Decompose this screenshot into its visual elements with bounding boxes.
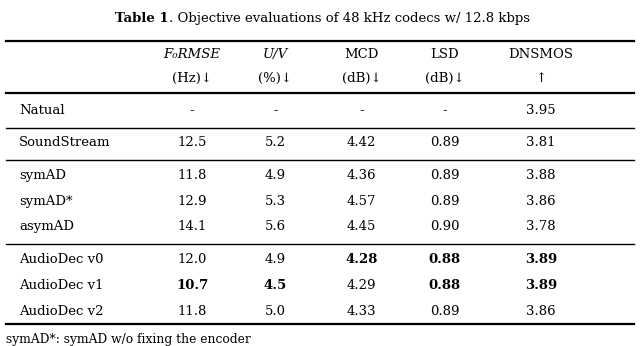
- Text: 12.9: 12.9: [177, 194, 207, 208]
- Text: AudioDec v0: AudioDec v0: [19, 253, 104, 266]
- Text: SoundStream: SoundStream: [19, 136, 111, 149]
- Text: 3.86: 3.86: [526, 304, 556, 318]
- Text: 4.45: 4.45: [347, 220, 376, 234]
- Text: ↑: ↑: [535, 72, 547, 85]
- Text: 3.89: 3.89: [525, 253, 557, 266]
- Text: (dB)↓: (dB)↓: [425, 72, 465, 85]
- Text: 4.9: 4.9: [264, 169, 286, 182]
- Text: 5.6: 5.6: [264, 220, 286, 234]
- Text: AudioDec v1: AudioDec v1: [19, 279, 104, 292]
- Text: 5.3: 5.3: [264, 194, 286, 208]
- Text: 3.86: 3.86: [526, 194, 556, 208]
- Text: (%)↓: (%)↓: [258, 72, 292, 85]
- Text: 14.1: 14.1: [177, 220, 207, 234]
- Text: -: -: [273, 104, 278, 117]
- Text: 11.8: 11.8: [177, 304, 207, 318]
- Text: Table 1: Table 1: [115, 12, 169, 25]
- Text: 0.88: 0.88: [429, 279, 461, 292]
- Text: 3.78: 3.78: [526, 220, 556, 234]
- Text: 4.36: 4.36: [347, 169, 376, 182]
- Text: 12.5: 12.5: [177, 136, 207, 149]
- Text: 4.9: 4.9: [264, 253, 286, 266]
- Text: Natual: Natual: [19, 104, 65, 117]
- Text: (Hz)↓: (Hz)↓: [172, 72, 212, 85]
- Text: MCD: MCD: [344, 48, 379, 62]
- Text: 11.8: 11.8: [177, 169, 207, 182]
- Text: 4.57: 4.57: [347, 194, 376, 208]
- Text: 0.89: 0.89: [430, 169, 460, 182]
- Text: . Objective evaluations of 48 kHz codecs w/ 12.8 kbps: . Objective evaluations of 48 kHz codecs…: [169, 12, 530, 25]
- Text: U/V: U/V: [262, 48, 288, 62]
- Text: -: -: [359, 104, 364, 117]
- Text: 4.5: 4.5: [264, 279, 287, 292]
- Text: LSD: LSD: [431, 48, 459, 62]
- Text: 3.88: 3.88: [526, 169, 556, 182]
- Text: 12.0: 12.0: [177, 253, 207, 266]
- Text: symAD: symAD: [19, 169, 66, 182]
- Text: 3.95: 3.95: [526, 104, 556, 117]
- Text: 4.29: 4.29: [347, 279, 376, 292]
- Text: asymAD: asymAD: [19, 220, 74, 234]
- Text: 0.89: 0.89: [430, 304, 460, 318]
- Text: 3.89: 3.89: [525, 279, 557, 292]
- Text: symAD*: symAD*: [19, 194, 73, 208]
- Text: 3.81: 3.81: [526, 136, 556, 149]
- Text: 4.28: 4.28: [346, 253, 378, 266]
- Text: (dB)↓: (dB)↓: [342, 72, 381, 85]
- Text: 4.33: 4.33: [347, 304, 376, 318]
- Text: -: -: [442, 104, 447, 117]
- Text: 0.88: 0.88: [429, 253, 461, 266]
- Text: DNSMOS: DNSMOS: [508, 48, 573, 62]
- Text: AudioDec v2: AudioDec v2: [19, 304, 104, 318]
- Text: 0.90: 0.90: [430, 220, 460, 234]
- Text: F₀RMSE: F₀RMSE: [163, 48, 221, 62]
- Text: -: -: [189, 104, 195, 117]
- Text: 0.89: 0.89: [430, 136, 460, 149]
- Text: 5.0: 5.0: [265, 304, 285, 318]
- Text: 10.7: 10.7: [176, 279, 208, 292]
- Text: 5.2: 5.2: [265, 136, 285, 149]
- Text: symAD*: symAD w/o fixing the encoder: symAD*: symAD w/o fixing the encoder: [6, 333, 251, 346]
- Text: 4.42: 4.42: [347, 136, 376, 149]
- Text: 0.89: 0.89: [430, 194, 460, 208]
